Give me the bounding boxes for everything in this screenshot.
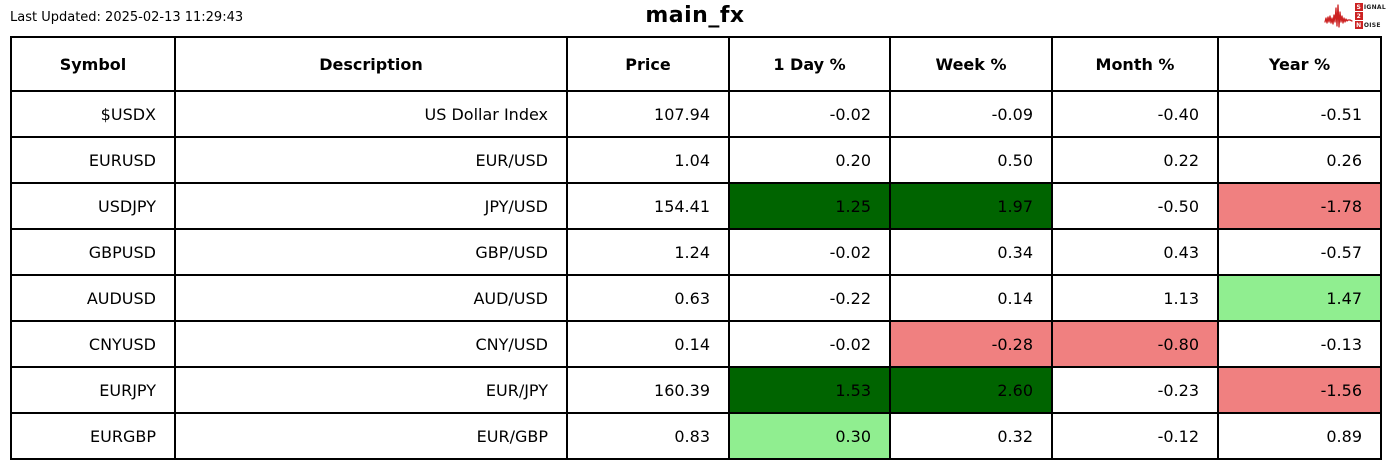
page-title: main_fx bbox=[645, 3, 745, 28]
week-pct-cell: 2.60 bbox=[889, 366, 1053, 414]
last-updated-label: Last Updated: 2025-02-13 11:29:43 bbox=[10, 10, 244, 25]
table-row: EURGBP EUR/GBP 0.83 0.30 0.32 -0.12 0.89 bbox=[10, 412, 1382, 460]
col-header-description: Description bbox=[174, 36, 568, 92]
description-cell: AUD/USD bbox=[174, 274, 568, 322]
month-pct-cell: 1.13 bbox=[1051, 274, 1219, 322]
table-row: GBPUSD GBP/USD 1.24 -0.02 0.34 0.43 -0.57 bbox=[10, 228, 1382, 276]
week-pct-cell: 0.34 bbox=[889, 228, 1053, 276]
price-cell: 154.41 bbox=[566, 182, 730, 230]
day-pct-cell: -0.02 bbox=[728, 90, 891, 138]
day-pct-cell: -0.02 bbox=[728, 228, 891, 276]
week-pct-cell: 0.50 bbox=[889, 136, 1053, 184]
year-pct-cell: -0.13 bbox=[1217, 320, 1382, 368]
signal2noise-logo: S IGNAL 2 N OISE bbox=[1324, 2, 1386, 30]
description-cell: GBP/USD bbox=[174, 228, 568, 276]
logo-line-noise: N OISE bbox=[1354, 21, 1386, 29]
month-pct-cell: 0.22 bbox=[1051, 136, 1219, 184]
price-cell: 0.63 bbox=[566, 274, 730, 322]
year-pct-cell: -0.57 bbox=[1217, 228, 1382, 276]
table-row: CNYUSD CNY/USD 0.14 -0.02 -0.28 -0.80 -0.13 bbox=[10, 320, 1382, 368]
table-row: EURUSD EUR/USD 1.04 0.20 0.50 0.22 0.26 bbox=[10, 136, 1382, 184]
table-row: EURJPY EUR/JPY 160.39 1.53 2.60 -0.23 -1.56 bbox=[10, 366, 1382, 414]
description-cell: EUR/GBP bbox=[174, 412, 568, 460]
fx-table-header: Symbol Description Price 1 Day % Week % … bbox=[10, 36, 1382, 92]
table-row: USDJPY JPY/USD 154.41 1.25 1.97 -0.50 -1.78 bbox=[10, 182, 1382, 230]
logo-line-signal: S IGNAL bbox=[1354, 3, 1386, 11]
month-pct-cell: -0.12 bbox=[1051, 412, 1219, 460]
price-cell: 107.94 bbox=[566, 90, 730, 138]
col-header-month-pct: Month % bbox=[1051, 36, 1219, 92]
description-cell: JPY/USD bbox=[174, 182, 568, 230]
symbol-cell: EURUSD bbox=[10, 136, 176, 184]
day-pct-cell: 1.53 bbox=[728, 366, 891, 414]
logo-oise-text: OISE bbox=[1363, 21, 1381, 29]
col-header-year-pct: Year % bbox=[1217, 36, 1382, 92]
year-pct-cell: 0.26 bbox=[1217, 136, 1382, 184]
month-pct-cell: -0.23 bbox=[1051, 366, 1219, 414]
symbol-cell: EURGBP bbox=[10, 412, 176, 460]
description-cell: EUR/JPY bbox=[174, 366, 568, 414]
month-pct-cell: -0.40 bbox=[1051, 90, 1219, 138]
header-row: Symbol Description Price 1 Day % Week % … bbox=[10, 36, 1382, 92]
week-pct-cell: 1.97 bbox=[889, 182, 1053, 230]
day-pct-cell: 0.20 bbox=[728, 136, 891, 184]
logo-n-box: N bbox=[1354, 21, 1363, 29]
fx-table-body: $USDX US Dollar Index 107.94 -0.02 -0.09 -0.4… bbox=[10, 90, 1382, 460]
price-cell: 0.14 bbox=[566, 320, 730, 368]
col-header-week-pct: Week % bbox=[889, 36, 1053, 92]
day-pct-cell: 1.25 bbox=[728, 182, 891, 230]
price-cell: 0.83 bbox=[566, 412, 730, 460]
description-cell: CNY/USD bbox=[174, 320, 568, 368]
week-pct-cell: -0.09 bbox=[889, 90, 1053, 138]
symbol-cell: $USDX bbox=[10, 90, 176, 138]
symbol-cell: EURJPY bbox=[10, 366, 176, 414]
logo-s-box: S bbox=[1354, 3, 1363, 11]
week-pct-cell: -0.28 bbox=[889, 320, 1053, 368]
day-pct-cell: -0.22 bbox=[728, 274, 891, 322]
fx-table: Symbol Description Price 1 Day % Week % … bbox=[10, 36, 1382, 460]
table-row: AUDUSD AUD/USD 0.63 -0.22 0.14 1.13 1.47 bbox=[10, 274, 1382, 322]
symbol-cell: GBPUSD bbox=[10, 228, 176, 276]
description-cell: EUR/USD bbox=[174, 136, 568, 184]
col-header-symbol: Symbol bbox=[10, 36, 176, 92]
month-pct-cell: -0.50 bbox=[1051, 182, 1219, 230]
waveform-icon bbox=[1324, 4, 1353, 28]
year-pct-cell: -0.51 bbox=[1217, 90, 1382, 138]
week-pct-cell: 0.14 bbox=[889, 274, 1053, 322]
logo-wordmark: S IGNAL 2 N OISE bbox=[1354, 3, 1386, 29]
year-pct-cell: -1.56 bbox=[1217, 366, 1382, 414]
table-row: $USDX US Dollar Index 107.94 -0.02 -0.09 -0.4… bbox=[10, 90, 1382, 138]
logo-ignal-text: IGNAL bbox=[1363, 3, 1386, 11]
year-pct-cell: 0.89 bbox=[1217, 412, 1382, 460]
symbol-cell: USDJPY bbox=[10, 182, 176, 230]
price-cell: 160.39 bbox=[566, 366, 730, 414]
price-cell: 1.24 bbox=[566, 228, 730, 276]
col-header-day-pct: 1 Day % bbox=[728, 36, 891, 92]
day-pct-cell: 0.30 bbox=[728, 412, 891, 460]
description-cell: US Dollar Index bbox=[174, 90, 568, 138]
year-pct-cell: -1.78 bbox=[1217, 182, 1382, 230]
price-cell: 1.04 bbox=[566, 136, 730, 184]
day-pct-cell: -0.02 bbox=[728, 320, 891, 368]
month-pct-cell: -0.80 bbox=[1051, 320, 1219, 368]
logo-line-2: 2 bbox=[1354, 12, 1386, 20]
logo-2-box: 2 bbox=[1354, 12, 1363, 20]
month-pct-cell: 0.43 bbox=[1051, 228, 1219, 276]
year-pct-cell: 1.47 bbox=[1217, 274, 1382, 322]
symbol-cell: CNYUSD bbox=[10, 320, 176, 368]
symbol-cell: AUDUSD bbox=[10, 274, 176, 322]
col-header-price: Price bbox=[566, 36, 730, 92]
week-pct-cell: 0.32 bbox=[889, 412, 1053, 460]
